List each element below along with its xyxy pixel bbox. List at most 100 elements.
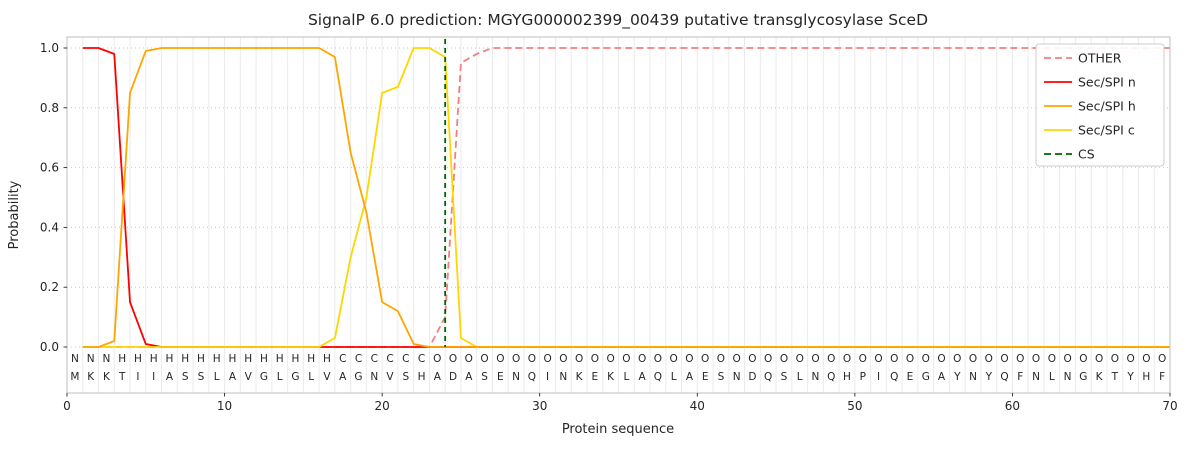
region-label-letter: H xyxy=(276,353,284,365)
sequence-letter: Q xyxy=(1000,371,1008,383)
legend-entry-label: OTHER xyxy=(1078,51,1122,66)
sequence-letter: I xyxy=(877,371,880,383)
sequence-letter: N xyxy=(559,371,567,383)
region-label-letter: O xyxy=(890,353,898,365)
region-label-letter: O xyxy=(1142,353,1150,365)
region-label-letter: O xyxy=(843,353,851,365)
sequence-letter: G xyxy=(291,371,299,383)
sequence-letter: V xyxy=(323,371,331,383)
region-label-letter: O xyxy=(559,353,567,365)
region-label-letter: O xyxy=(937,353,945,365)
x-tick-label: 60 xyxy=(1005,399,1020,413)
sequence-letter: A xyxy=(434,371,442,383)
sequence-letter: N xyxy=(512,371,520,383)
region-label-letter: O xyxy=(433,353,441,365)
legend-entry-label: CS xyxy=(1078,147,1095,162)
region-label-letter: N xyxy=(71,353,79,365)
region-label-letter: O xyxy=(953,353,961,365)
sequence-letter: D xyxy=(449,371,457,383)
series-line-sec-spi-h xyxy=(82,47,1170,348)
sequence-letter: G xyxy=(922,371,930,383)
legend-entry-label: Sec/SPI n xyxy=(1078,75,1136,90)
sequence-letter: H xyxy=(1142,371,1150,383)
sequence-letter: T xyxy=(118,371,126,383)
y-tick-label: 1.0 xyxy=(40,41,59,55)
region-label-letter: C xyxy=(339,353,346,365)
region-label-letter: O xyxy=(874,353,882,365)
region-label-letter: O xyxy=(543,353,551,365)
sequence-letter: I xyxy=(152,371,155,383)
sequence-letter: E xyxy=(592,371,599,383)
region-label-letter: H xyxy=(244,353,252,365)
region-label-letter: O xyxy=(1126,353,1134,365)
sequence-letter: T xyxy=(1111,371,1119,383)
sequence-letter: N xyxy=(812,371,820,383)
region-label-letter: O xyxy=(827,353,835,365)
region-label-letter: O xyxy=(748,353,756,365)
region-label-letter: O xyxy=(654,353,662,365)
region-label-letter: O xyxy=(1095,353,1103,365)
y-tick-label: 0.0 xyxy=(40,340,59,354)
sequence-letter: K xyxy=(576,371,584,383)
sequence-letter: A xyxy=(229,371,237,383)
sequence-letter: K xyxy=(607,371,615,383)
sequence-letter: S xyxy=(198,371,205,383)
sequence-letter: S xyxy=(781,371,788,383)
sequence-letter: P xyxy=(860,371,866,383)
region-label-letter: H xyxy=(197,353,205,365)
sequence-letter: L xyxy=(797,371,803,383)
sequence-letter: F xyxy=(1159,371,1165,383)
plot-area: NMNKNKHTHIHIHAHSHSHLHAHVHGHLHGHLHVCACGCN… xyxy=(40,36,1178,413)
region-label-letter: O xyxy=(1063,353,1071,365)
sequence-letter: L xyxy=(277,371,283,383)
sequence-letter: N xyxy=(733,371,741,383)
region-label-letter: O xyxy=(811,353,819,365)
chart-title: SignalP 6.0 prediction: MGYG000002399_00… xyxy=(308,11,928,30)
sequence-letter: K xyxy=(1096,371,1104,383)
region-label-letter: O xyxy=(859,353,867,365)
sequence-letter: Q xyxy=(890,371,898,383)
region-label-letter: O xyxy=(496,353,504,365)
x-tick-label: 20 xyxy=(375,399,390,413)
sequence-letter: A xyxy=(938,371,946,383)
region-label-letter: H xyxy=(228,353,236,365)
region-label-letter: H xyxy=(292,353,300,365)
region-label-letter: O xyxy=(512,353,520,365)
region-label-letter: O xyxy=(1016,353,1024,365)
region-label-letter: H xyxy=(213,353,221,365)
sequence-letter: S xyxy=(718,371,725,383)
region-label-letter: O xyxy=(733,353,741,365)
y-tick-label: 0.2 xyxy=(40,280,59,294)
region-label-letter: H xyxy=(134,353,142,365)
region-label-letter: O xyxy=(1158,353,1166,365)
y-tick-label: 0.4 xyxy=(40,220,59,234)
region-label-letter: N xyxy=(87,353,95,365)
sequence-letter: N xyxy=(969,371,977,383)
region-label-letter: O xyxy=(1111,353,1119,365)
region-label-letter: O xyxy=(780,353,788,365)
x-axis-label: Protein sequence xyxy=(562,422,674,437)
region-label-letter: O xyxy=(638,353,646,365)
region-label-letter: O xyxy=(796,353,804,365)
region-label-letter: O xyxy=(1032,353,1040,365)
x-tick-label: 0 xyxy=(63,399,71,413)
sequence-letter: N xyxy=(1032,371,1040,383)
sequence-letter: I xyxy=(546,371,549,383)
region-label-letter: O xyxy=(528,353,536,365)
region-label-letter: O xyxy=(606,353,614,365)
region-label-letter: O xyxy=(1079,353,1087,365)
sequence-letter: Y xyxy=(1126,371,1134,383)
region-label-letter: C xyxy=(402,353,409,365)
region-label-letter: O xyxy=(449,353,457,365)
sequence-letter: Y xyxy=(953,371,961,383)
region-label-letter: O xyxy=(465,353,473,365)
region-label-letter: O xyxy=(985,353,993,365)
sequence-letter: H xyxy=(418,371,426,383)
sequence-letter: Q xyxy=(764,371,772,383)
y-tick-label: 0.8 xyxy=(40,101,59,115)
sequence-letter: L xyxy=(308,371,314,383)
sequence-letter: A xyxy=(339,371,347,383)
region-label-letter: C xyxy=(386,353,393,365)
region-label-letter: O xyxy=(906,353,914,365)
